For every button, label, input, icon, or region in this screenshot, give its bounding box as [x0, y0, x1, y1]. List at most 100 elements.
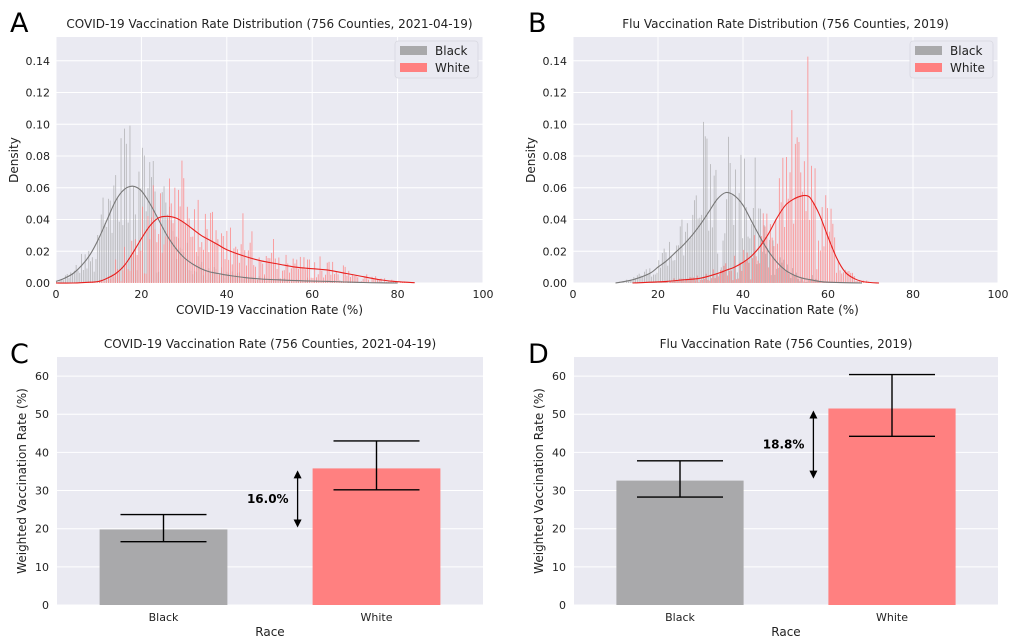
- panel-c: C COVID-19 Vaccination Rate (756 Countie…: [10, 337, 483, 639]
- chart-b-y-tick-label: 0.04: [543, 214, 568, 227]
- chart-d-x-tick-label: White: [876, 611, 908, 624]
- chart-a-y-tick-label: 0.02: [26, 245, 51, 258]
- chart-d-y-tick-label: 20: [552, 523, 566, 536]
- chart-b-x-tick-label: 0: [570, 288, 577, 301]
- chart-d-y-tick-label: 0: [559, 599, 566, 612]
- chart-c-errorbar-black: [120, 513, 207, 543]
- chart-b-y-tick-label: 0.02: [543, 245, 568, 258]
- chart-a-x-tick-label: 20: [134, 288, 148, 301]
- chart-b-hist-white: [646, 56, 869, 283]
- chart-b-y-tick-label: 0.08: [543, 150, 568, 163]
- chart-a-y-tick-label: 0.08: [26, 150, 51, 163]
- chart-d-y-tick-label: 50: [552, 408, 566, 421]
- chart-c-difference-label: 16.0%: [247, 492, 289, 506]
- chart-d-x-axis-label: Race: [771, 625, 800, 639]
- chart-c-x-tick-label: White: [361, 611, 393, 624]
- chart-d-y-tick-label: 60: [552, 370, 566, 383]
- chart-d: Flu Vaccination Rate (756 Counties, 2019…: [532, 337, 998, 639]
- chart-c-y-tick-label: 20: [35, 523, 49, 536]
- chart-b-x-tick-label: 40: [736, 288, 750, 301]
- chart-c-y-tick-label: 50: [35, 408, 49, 421]
- chart-a-title: COVID-19 Vaccination Rate Distribution (…: [66, 17, 472, 31]
- chart-b: Flu Vaccination Rate Distribution (756 C…: [524, 17, 1009, 317]
- chart-b-legend-swatch-white: [915, 63, 942, 72]
- chart-c-y-tick-label: 40: [35, 446, 49, 459]
- chart-c-x-tick-label: Black: [149, 611, 179, 624]
- chart-a: COVID-19 Vaccination Rate Distribution (…: [7, 17, 494, 317]
- chart-b-legend-swatch-black: [915, 46, 942, 55]
- chart-a-y-tick-label: 0.12: [26, 87, 51, 100]
- chart-b-kde-black: [615, 191, 863, 284]
- chart-a-x-tick-label: 60: [305, 288, 319, 301]
- chart-c-title: COVID-19 Vaccination Rate (756 Counties,…: [104, 337, 436, 351]
- chart-a-x-tick-label: 0: [53, 288, 60, 301]
- chart-b-y-tick-label: 0.14: [543, 55, 568, 68]
- chart-d-x-tick-label: Black: [665, 611, 695, 624]
- chart-b-grid: [572, 37, 999, 284]
- chart-a-y-tick-label: 0.06: [26, 182, 51, 195]
- chart-a-x-tick-label: 100: [473, 288, 494, 301]
- chart-a-y-axis-label: Density: [7, 137, 21, 183]
- chart-a-y-tick-label: 0.14: [26, 55, 51, 68]
- chart-a-x-axis-label: COVID-19 Vaccination Rate (%): [176, 303, 363, 317]
- chart-b-x-tick-label: 80: [906, 288, 920, 301]
- chart-a-x-tick-label: 40: [220, 288, 234, 301]
- chart-d-bar-black: [616, 480, 744, 605]
- chart-d-errorbar-black: [637, 460, 723, 498]
- chart-c-x-axis-label: Race: [255, 625, 284, 639]
- chart-a-x-tick-label: 80: [391, 288, 405, 301]
- chart-c-y-tick-label: 10: [35, 561, 49, 574]
- chart-b-y-tick-label: 0.06: [543, 182, 568, 195]
- chart-d-difference-arrow: [809, 410, 818, 479]
- panel-b: B Flu Vaccination Rate Distribution (756…: [524, 8, 1009, 317]
- chart-c: COVID-19 Vaccination Rate (756 Counties,…: [15, 337, 483, 639]
- chart-d-y-axis-label: Weighted Vaccination Rate (%): [532, 388, 546, 574]
- chart-b-x-tick-label: 20: [651, 288, 665, 301]
- chart-a-y-tick-label: 0.10: [26, 118, 51, 131]
- panel-letter-c: C: [10, 339, 29, 370]
- chart-d-bar-white: [828, 408, 956, 605]
- chart-c-y-tick-label: 0: [42, 599, 49, 612]
- panel-a: A COVID-19 Vaccination Rate Distribution…: [7, 8, 494, 317]
- chart-b-legend-label-white: White: [950, 61, 985, 75]
- chart-a-legend-swatch-white: [400, 63, 427, 72]
- chart-b-legend: Black White: [909, 40, 994, 79]
- chart-c-errorbar-white: [333, 440, 420, 491]
- chart-b-y-axis-label: Density: [524, 137, 538, 183]
- chart-a-hist-white: [88, 160, 409, 283]
- chart-d-difference-label: 18.8%: [763, 438, 805, 452]
- chart-b-y-tick-label: 0.00: [543, 277, 568, 290]
- chart-b-title: Flu Vaccination Rate Distribution (756 C…: [622, 17, 949, 31]
- chart-c-bar-white: [312, 468, 441, 605]
- chart-d-title: Flu Vaccination Rate (756 Counties, 2019…: [660, 337, 913, 351]
- chart-a-kde-black: [55, 185, 398, 284]
- chart-c-y-tick-label: 60: [35, 370, 49, 383]
- chart-a-y-tick-label: 0.04: [26, 214, 51, 227]
- chart-d-y-tick-label: 10: [552, 561, 566, 574]
- panel-letter-b: B: [528, 8, 547, 39]
- panel-letter-a: A: [10, 8, 29, 39]
- chart-a-legend-label-black: Black: [435, 44, 468, 58]
- chart-a-legend-label-white: White: [435, 61, 470, 75]
- chart-a-kde-white: [55, 215, 415, 284]
- chart-a-legend: Black White: [394, 40, 479, 79]
- chart-c-difference-arrow: [293, 470, 302, 528]
- chart-c-y-tick-label: 30: [35, 485, 49, 498]
- chart-b-x-axis-label: Flu Vaccination Rate (%): [712, 303, 859, 317]
- chart-d-y-tick-label: 40: [552, 446, 566, 459]
- chart-b-y-tick-label: 0.12: [543, 87, 568, 100]
- chart-b-hist-black: [619, 121, 835, 284]
- chart-d-errorbar-white: [849, 373, 935, 438]
- chart-a-legend-swatch-black: [400, 46, 427, 55]
- chart-a-y-tick-label: 0.00: [26, 277, 51, 290]
- chart-b-x-tick-label: 100: [988, 288, 1009, 301]
- panel-letter-d: D: [528, 339, 549, 370]
- panel-d: D Flu Vaccination Rate (756 Counties, 20…: [528, 337, 998, 639]
- chart-b-kde-white: [632, 194, 880, 284]
- chart-b-x-tick-label: 60: [821, 288, 835, 301]
- chart-d-y-tick-label: 30: [552, 485, 566, 498]
- chart-b-y-tick-label: 0.10: [543, 118, 568, 131]
- chart-b-legend-label-black: Black: [950, 44, 983, 58]
- chart-c-y-axis-label: Weighted Vaccination Rate (%): [15, 388, 29, 574]
